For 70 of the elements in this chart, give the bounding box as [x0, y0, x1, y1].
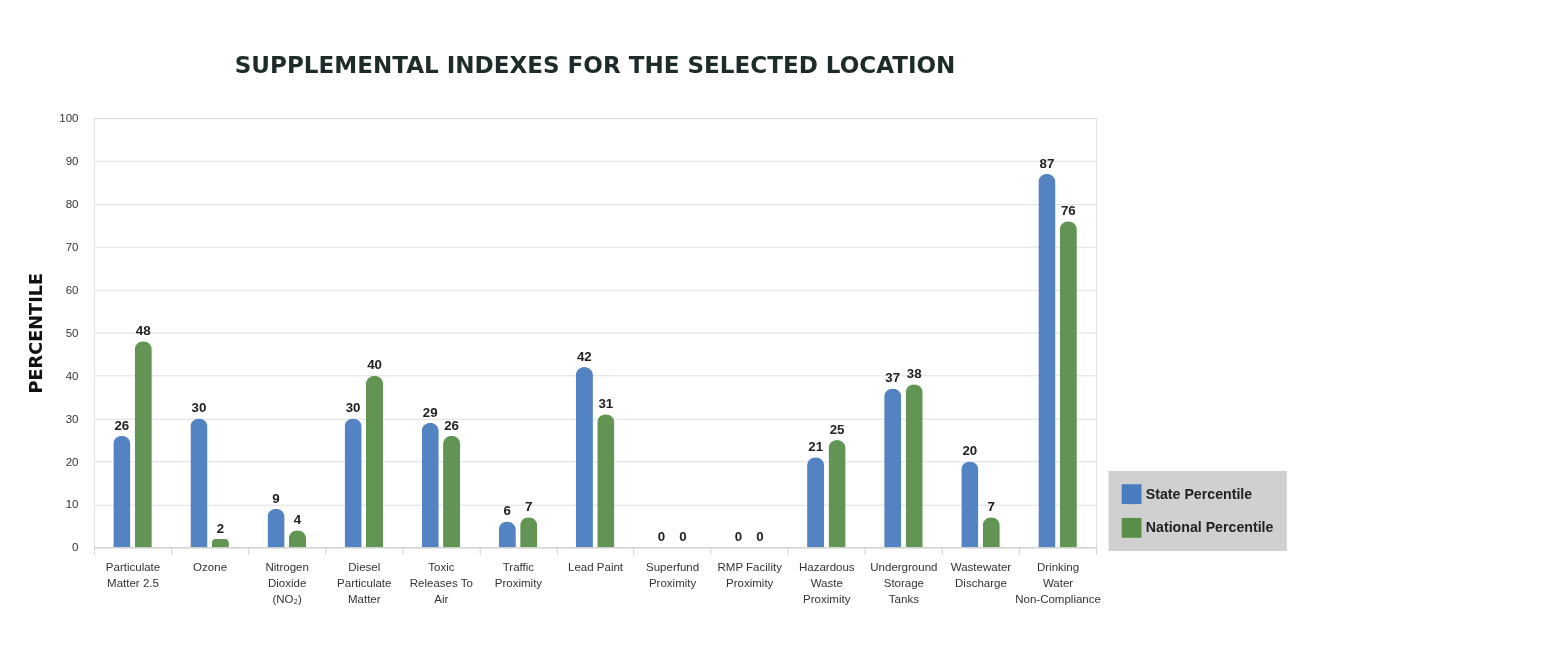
- data-label: 2: [216, 520, 225, 536]
- x-tick-label: Wastewater Discharge: [950, 560, 1012, 589]
- bar: [190, 418, 208, 548]
- data-label: 48: [135, 323, 151, 339]
- bar: [134, 341, 152, 548]
- y-tick-label: 30: [65, 412, 79, 425]
- data-label: 21: [808, 439, 824, 455]
- x-tick-label: Superfund Proximity: [646, 560, 700, 589]
- x-tick-label: Underground Storage Tanks: [870, 560, 938, 605]
- y-tick-label: 100: [59, 112, 79, 125]
- bar: [1059, 221, 1077, 548]
- data-label: 7: [987, 499, 995, 515]
- data-label: 26: [114, 417, 130, 433]
- y-tick-label: 60: [65, 283, 79, 296]
- bar: [905, 384, 923, 548]
- y-tick-label: 10: [65, 498, 79, 511]
- x-tick-label: Toxic Releases To Air: [409, 560, 473, 605]
- data-label: 29: [422, 404, 438, 420]
- bar: [443, 435, 461, 548]
- data-label: 25: [829, 421, 846, 437]
- data-label: 0: [657, 529, 666, 545]
- bar: [807, 457, 825, 548]
- x-tick-label: Ozone: [193, 560, 228, 573]
- y-tick-label: 70: [65, 240, 79, 253]
- y-tick-label: 90: [65, 155, 79, 168]
- legend-label: National Percentile: [1145, 519, 1274, 536]
- data-label: 37: [885, 370, 901, 386]
- legend-label: State Percentile: [1145, 485, 1253, 502]
- y-tick-label: 80: [65, 197, 79, 210]
- data-label: 0: [756, 529, 764, 545]
- data-label: 30: [345, 400, 361, 416]
- data-label: 9: [272, 490, 280, 506]
- bar: [575, 367, 593, 548]
- x-tick-label: Lead Paint: [567, 560, 624, 573]
- data-label: 76: [1060, 202, 1076, 218]
- x-tick-label: Hazardous Waste Proximity: [798, 560, 855, 605]
- x-tick-label: Traffic Proximity: [494, 560, 543, 589]
- y-tick-label: 20: [65, 455, 79, 468]
- bar: [884, 388, 902, 548]
- data-label: 26: [444, 417, 459, 433]
- data-label: 7: [524, 499, 533, 515]
- y-tick-label: 50: [65, 326, 79, 339]
- bar: [344, 418, 362, 548]
- chart-title: SUPPLEMENTAL INDEXES FOR THE SELECTED LOCATION: [234, 51, 956, 78]
- y-axis-title: PERCENTILE: [25, 272, 46, 394]
- x-tick-label: RMP Facility Proximity: [717, 560, 783, 589]
- x-tick-label: Diesel Particulate Matter: [337, 560, 392, 605]
- y-tick-label: 40: [65, 369, 79, 382]
- data-label: 40: [367, 357, 382, 373]
- data-label: 6: [503, 503, 511, 519]
- data-label: 30: [191, 400, 207, 416]
- bar: [421, 422, 439, 548]
- data-label: 31: [598, 396, 614, 412]
- x-tick-label: Nitrogen Dioxide (NO₂): [265, 560, 309, 605]
- bar: [597, 414, 615, 548]
- data-label: 42: [576, 348, 592, 364]
- bar: [1038, 173, 1056, 548]
- bar: [828, 440, 846, 548]
- data-label: 0: [734, 529, 743, 545]
- data-label: 4: [293, 511, 302, 527]
- data-label: 20: [962, 443, 978, 459]
- y-tick-label: 0: [72, 541, 79, 554]
- data-label: 87: [1039, 155, 1055, 171]
- x-tick-label: Particulate Matter 2.5: [105, 560, 161, 589]
- data-label: 0: [679, 529, 687, 545]
- bar: [961, 461, 979, 548]
- data-label: 38: [906, 366, 922, 382]
- bar: [365, 375, 384, 548]
- bar: [113, 435, 131, 548]
- x-tick-label: Drinking Water Non-Compliance: [1015, 560, 1101, 605]
